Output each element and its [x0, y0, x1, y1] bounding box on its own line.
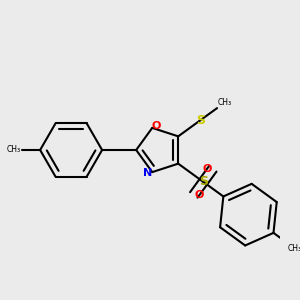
- Text: S: S: [199, 176, 208, 188]
- Text: O: O: [195, 190, 204, 200]
- Text: O: O: [151, 121, 160, 131]
- Text: O: O: [202, 164, 212, 174]
- Text: CH₃: CH₃: [218, 98, 232, 107]
- Text: CH₃: CH₃: [288, 244, 300, 253]
- Text: N: N: [143, 168, 152, 178]
- Text: CH₃: CH₃: [7, 146, 21, 154]
- Text: S: S: [196, 114, 206, 127]
